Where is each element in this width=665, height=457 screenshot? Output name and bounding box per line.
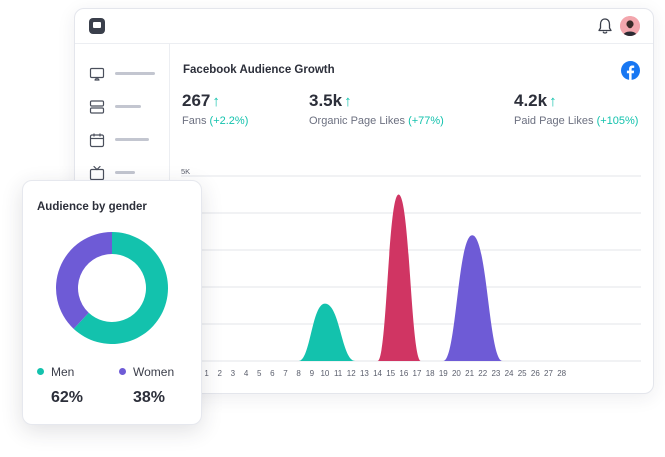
x-tick-label: 4 [244,369,249,378]
x-tick-label: 27 [544,369,553,378]
arrow-up-icon: ↑ [344,93,352,110]
x-tick-label: 11 [334,369,343,378]
x-tick-label: 23 [491,369,500,378]
facebook-icon[interactable] [621,61,640,80]
x-tick-label: 20 [452,369,461,378]
x-tick-label: 15 [386,369,395,378]
user-avatar-icon[interactable] [620,16,640,36]
x-tick-label: 19 [439,369,448,378]
arrow-up-icon: ↑ [212,93,220,110]
x-tick-label: 13 [360,369,369,378]
series-area-organic-page-likes[interactable] [377,194,421,362]
layers-icon [89,100,105,114]
legend-men: Men 62% [37,363,83,407]
tv-icon [89,165,105,181]
audience-growth-chart: 5K1 2 3 4 5 6 7 8 9 10 11 12 13 14 15 16 17 18 19 20 21 22 23 2… [181,167,641,378]
kpi-label: Organic Page Likes [309,115,405,127]
sidebar-item-tv[interactable] [89,165,159,181]
card-title: Audience by gender [37,201,147,213]
x-tick-label: 8 [296,369,301,378]
panel-title: Facebook Audience Growth [183,64,335,76]
x-tick-label: 12 [347,369,356,378]
sidebar-item-calendar[interactable] [89,132,159,148]
kpi-fans: 267 ↑ Fans (+2.2%) [182,91,248,127]
display-icon [89,67,105,81]
y-axis-label: 5K [181,167,190,176]
legend-women: Women 38% [119,363,174,407]
x-tick-label: 28 [557,369,566,378]
x-tick-label: 22 [478,369,487,378]
women-dot-icon [119,368,126,376]
x-tick-label: 9 [310,369,315,378]
x-tick-label: 24 [505,369,514,378]
x-tick-label: 10 [320,369,329,378]
audience-by-gender-card: Audience by gender Men 62% Women 38% [22,180,202,425]
sidebar-bar [115,171,135,174]
kpi-value: 267 [182,91,211,110]
x-tick-label: 26 [531,369,540,378]
kpi-value: 4.2k [514,91,548,110]
x-tick-label: 2 [218,369,223,378]
calendar-icon [89,133,105,148]
bell-icon[interactable] [597,17,613,35]
donut-slice-men[interactable] [73,232,168,344]
x-tick-label: 18 [426,369,435,378]
x-tick-label: 21 [465,369,474,378]
sidebar-item-layers[interactable] [89,99,159,115]
men-dot-icon [37,368,44,376]
x-tick-label: 6 [270,369,275,378]
x-tick-label: 16 [399,369,408,378]
x-tick-label: 14 [373,369,382,378]
legend-percent: 62% [51,389,84,406]
donut-slice-women[interactable] [56,232,112,329]
kpi-value: 3.5k [309,91,343,110]
kpi-paid-likes: 4.2k ↑ Paid Page Likes (+105%) [514,91,638,127]
x-tick-label: 1 [204,369,209,378]
kpi-change: (+2.2%) [209,115,249,127]
x-tick-label: 5 [257,369,262,378]
x-tick-label: 17 [413,369,422,378]
sidebar-bar [115,72,155,75]
gender-donut-chart [56,232,168,344]
legend-percent: 38% [133,389,166,406]
kpi-organic-likes: 3.5k ↑ Organic Page Likes (+77%) [309,91,444,127]
sidebar-bar [115,138,149,141]
arrow-up-icon: ↑ [549,93,557,110]
kpi-label: Fans [182,115,207,127]
series-area-fans[interactable] [298,303,356,361]
sidebar-item-display[interactable] [89,66,159,82]
series-area-paid-page-likes[interactable] [443,235,503,361]
top-bar [75,9,653,44]
chat-logo-icon[interactable] [89,18,105,34]
sidebar-bar [115,105,141,108]
legend-label: Men [51,364,75,379]
kpi-change: (+77%) [408,115,444,127]
kpi-label: Paid Page Likes [514,115,594,127]
legend-label: Women [133,364,175,379]
x-tick-label: 25 [518,369,527,378]
x-tick-label: 3 [231,369,236,378]
x-tick-label: 7 [283,369,288,378]
kpi-change: (+105%) [596,115,639,127]
